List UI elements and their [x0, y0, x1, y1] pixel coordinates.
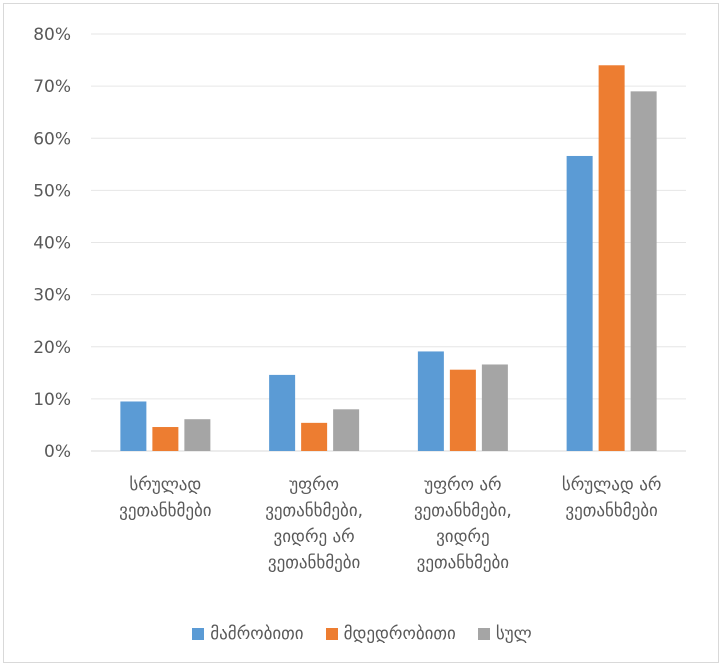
bar	[120, 401, 147, 451]
legend: მამრობითი მდედრობითი სულ	[4, 624, 720, 644]
y-tick-label: 30%	[33, 286, 71, 306]
bar	[269, 374, 296, 451]
x-tick-label: ვეთანხმები,	[265, 501, 363, 521]
x-tick-label: ვეთანხმები,	[414, 501, 512, 521]
bar	[449, 369, 476, 451]
bar	[333, 409, 360, 451]
bar	[417, 351, 444, 451]
legend-label: სულ	[495, 624, 532, 644]
legend-item: მდედრობითი	[325, 624, 456, 644]
bar	[301, 422, 328, 451]
x-tick-label: უფრო	[289, 475, 339, 495]
legend-item: სულ	[477, 624, 532, 644]
y-tick-label: 10%	[33, 390, 71, 410]
bar	[152, 427, 179, 451]
y-tick-label: 80%	[33, 25, 71, 45]
y-tick-label: 70%	[33, 77, 71, 97]
legend-label: მდედრობითი	[343, 624, 456, 644]
y-tick-label: 40%	[33, 234, 71, 254]
chart-frame: 0% 10% 20% 30% 40% 50% 60% 70% 80% სრულად ვეთანხმ…	[3, 3, 719, 663]
bar	[481, 364, 508, 451]
x-tick-label: სრულად	[129, 475, 201, 495]
y-axis-ticks: 0% 10% 20% 30% 40% 50% 60% 70% 80%	[33, 25, 71, 462]
legend-label: მამრობითი	[210, 624, 304, 644]
x-tick-label: ვეთანხმები	[565, 501, 657, 521]
x-tick-label: უფრო არ	[424, 475, 501, 495]
bar	[630, 91, 657, 452]
bar	[598, 65, 625, 452]
bar	[566, 155, 593, 451]
x-tick-label: ვიდრე	[436, 527, 490, 547]
y-tick-label: 0%	[44, 442, 71, 462]
legend-item: მამრობითი	[192, 624, 304, 644]
x-axis-labels: სრულად ვეთანხმები უფრო ვეთანხმები, ვიდრე არ ვ…	[119, 475, 661, 573]
x-tick-label: ვეთანხმები	[119, 501, 211, 521]
legend-swatch	[477, 628, 490, 640]
legend-swatch	[192, 628, 205, 640]
bar	[184, 419, 211, 451]
x-tick-label: ვეთანხმები	[417, 553, 509, 573]
x-tick-label: ვეთანხმები	[268, 553, 360, 573]
x-tick-label: ვიდრე არ	[274, 527, 355, 547]
y-tick-label: 20%	[33, 338, 71, 358]
legend-swatch	[325, 628, 338, 640]
y-tick-label: 60%	[33, 129, 71, 149]
x-tick-label: სრულად არ	[562, 475, 662, 495]
bars	[120, 65, 657, 452]
y-tick-label: 50%	[33, 181, 71, 201]
gridlines	[91, 33, 686, 452]
bar-chart: 0% 10% 20% 30% 40% 50% 60% 70% 80% სრულად ვეთანხმ…	[33, 25, 686, 573]
